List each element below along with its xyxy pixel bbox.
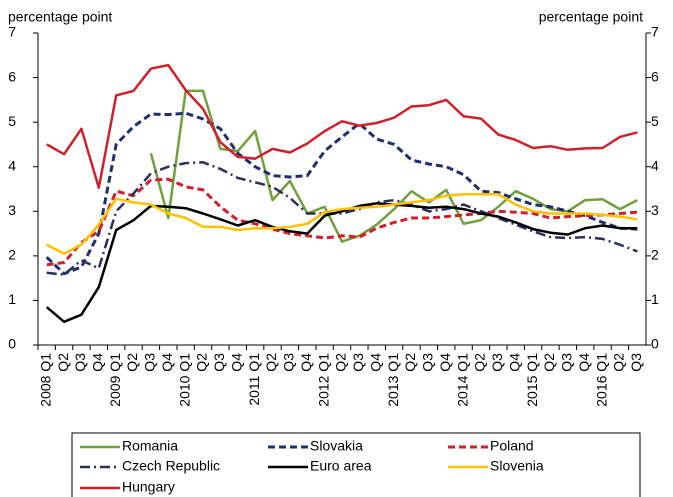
series-line xyxy=(46,177,638,267)
y-axis-label: percentage point xyxy=(8,9,112,25)
x-tick-label: Q2 xyxy=(611,353,627,372)
x-tick-label: Q3 xyxy=(350,353,366,372)
legend-label: Hungary xyxy=(122,479,175,495)
legend-label: Poland xyxy=(490,438,534,454)
y2-tick-label: 3 xyxy=(651,202,659,218)
x-tick-label: 2009 Q1 xyxy=(107,353,123,407)
x-tick-label: Q4 xyxy=(506,353,522,372)
y-tick-label: 5 xyxy=(8,113,16,129)
y2-tick-label: 6 xyxy=(651,68,659,84)
x-tick-label: 2015 Q1 xyxy=(524,353,540,407)
series-line xyxy=(45,202,638,324)
x-tick-label: Q4 xyxy=(228,353,244,372)
series-line xyxy=(46,161,638,276)
y-tick-label: 4 xyxy=(8,157,16,173)
x-tick-label: 2011 Q1 xyxy=(246,353,262,406)
x-tick-label: Q4 xyxy=(437,353,453,372)
x-tick-label: Q2 xyxy=(472,353,488,372)
x-tick-label: 2016 Q1 xyxy=(593,353,609,407)
x-tick-label: Q2 xyxy=(263,353,279,372)
x-tick-label: Q2 xyxy=(333,353,349,372)
y2-tick-label: 5 xyxy=(651,113,659,129)
legend-label: Romania xyxy=(122,438,178,454)
x-tick-label: Q4 xyxy=(90,353,106,372)
legend-box xyxy=(71,432,641,497)
x-tick-label: Q3 xyxy=(72,353,88,372)
x-tick-label: Q4 xyxy=(298,353,314,372)
y-tick-label: 1 xyxy=(8,291,16,307)
x-tick-label: 2008 Q1 xyxy=(37,353,53,407)
y2-tick-label: 1 xyxy=(651,291,659,307)
y-tick-label: 0 xyxy=(8,336,16,352)
x-tick-label: Q4 xyxy=(367,353,383,372)
x-tick-label: Q3 xyxy=(420,353,436,372)
series-line xyxy=(46,63,638,189)
x-tick-label: Q2 xyxy=(194,353,210,372)
y-tick-label: 6 xyxy=(8,68,16,84)
x-tick-label: 2014 Q1 xyxy=(454,353,470,407)
series-line xyxy=(149,89,638,243)
x-tick-label: Q3 xyxy=(142,353,158,372)
x-tick-label: 2010 Q1 xyxy=(176,353,192,407)
y-tick-label: 3 xyxy=(8,202,16,218)
y2-tick-label: 4 xyxy=(651,157,659,173)
x-tick-label: Q4 xyxy=(576,353,592,372)
series-line xyxy=(45,111,638,276)
y-tick-label: 2 xyxy=(8,247,16,263)
x-tick-label: 2013 Q1 xyxy=(385,353,401,407)
legend-label: Slovenia xyxy=(490,458,544,474)
legend-label: Euro area xyxy=(310,458,372,474)
y2-axis-label: percentage point xyxy=(539,9,643,25)
x-tick-label: Q2 xyxy=(55,353,71,372)
x-tick-label: Q3 xyxy=(628,353,644,372)
x-tick-label: Q3 xyxy=(489,353,505,372)
y2-tick-label: 7 xyxy=(651,24,659,40)
legend-label: Czech Republic xyxy=(122,458,220,474)
x-tick-label: Q2 xyxy=(124,353,140,372)
x-tick-label: Q4 xyxy=(159,353,175,372)
x-tick-label: Q2 xyxy=(541,353,557,372)
y2-tick-label: 0 xyxy=(651,336,659,352)
x-tick-label: Q3 xyxy=(211,353,227,372)
y2-tick-label: 2 xyxy=(651,247,659,263)
y-tick-label: 7 xyxy=(8,24,16,40)
x-tick-label: 2012 Q1 xyxy=(315,353,331,407)
series-line xyxy=(46,193,638,255)
x-tick-label: Q3 xyxy=(281,353,297,372)
x-tick-label: Q2 xyxy=(402,353,418,372)
legend-label: Slovakia xyxy=(310,438,363,454)
x-tick-label: Q3 xyxy=(559,353,575,372)
